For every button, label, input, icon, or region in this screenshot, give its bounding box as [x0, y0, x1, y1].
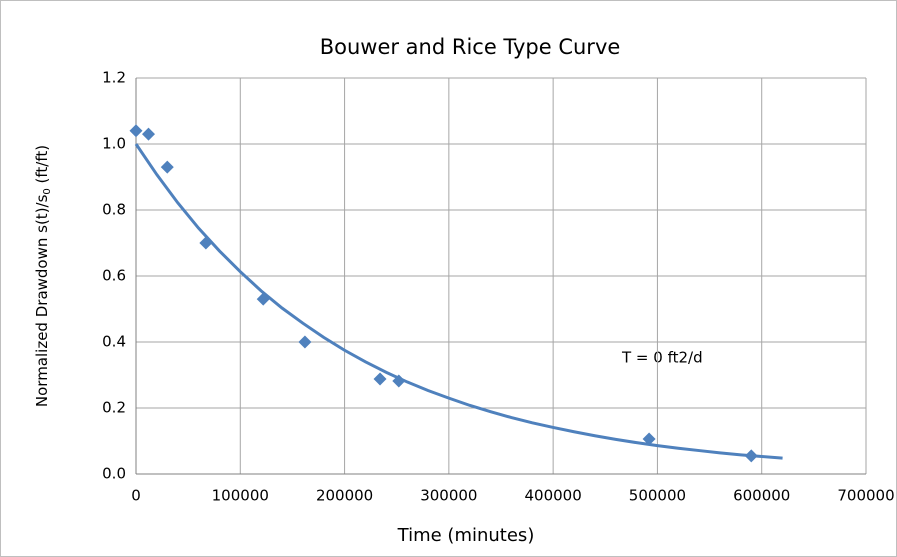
data-point [373, 372, 387, 386]
annotation: T = 0 ft2/d [621, 349, 703, 367]
data-point [298, 335, 312, 349]
fit-curve [134, 143, 783, 460]
y-tick-label: 0.4 [102, 333, 126, 351]
data-point [642, 432, 656, 446]
x-tick-label: 200000 [316, 487, 373, 505]
y-label-text: Normalized Drawdown s(t)/s [33, 194, 51, 407]
data-point [256, 292, 270, 306]
data-point [129, 124, 143, 138]
y-tick-label: 1.2 [102, 69, 126, 87]
chart-title: Bouwer and Rice Type Curve [320, 35, 621, 59]
x-tick-label: 500000 [629, 487, 686, 505]
y-tick-label: 0.8 [102, 201, 126, 219]
y-tick-label: 0.2 [102, 399, 126, 417]
x-tick-label: 600000 [733, 487, 790, 505]
data-point [142, 127, 156, 141]
y-axis-label: Normalized Drawdown s(t)/s0 (ft/ft) [33, 145, 54, 407]
x-axis-label: Time (minutes) [397, 525, 535, 546]
x-tick-label: 400000 [525, 487, 582, 505]
x-tick-label: 0 [131, 487, 141, 505]
data-point [199, 236, 213, 250]
data-point [744, 449, 758, 463]
x-tick-label: 700000 [837, 487, 894, 505]
data-point [160, 160, 174, 174]
data-point [392, 374, 406, 388]
x-tick-label: 300000 [420, 487, 477, 505]
y-label-sub: 0 [42, 188, 53, 194]
y-tick-label: 0.6 [102, 267, 126, 285]
y-tick-label: 1.0 [102, 135, 126, 153]
y-tick-label: 0.0 [102, 465, 126, 483]
y-label-after: (ft/ft) [33, 145, 51, 188]
x-tick-label: 100000 [212, 487, 269, 505]
